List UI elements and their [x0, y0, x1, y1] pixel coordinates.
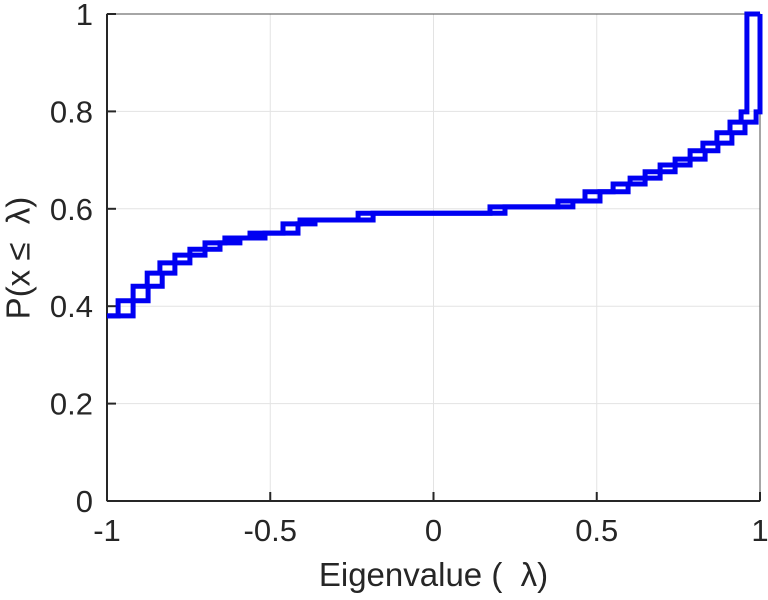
- y-axis-label: P(x ≤ λ): [0, 196, 37, 320]
- y-tick-label: 1: [76, 0, 93, 32]
- x-tick-label: 0.5: [575, 513, 618, 548]
- y-tick-label: 0.2: [50, 387, 93, 422]
- y-tick-label: 0.6: [50, 192, 93, 227]
- y-tick-label: 0: [76, 484, 93, 519]
- x-tick-label: 0: [425, 513, 442, 548]
- y-tick-label: 0.8: [50, 94, 93, 129]
- x-tick-label: 1: [751, 513, 768, 548]
- x-tick-label: -0.5: [244, 513, 297, 548]
- ecdf-curve: [107, 11, 760, 319]
- x-axis-label: Eigenvalue ( λ): [318, 556, 549, 593]
- x-tick-label: -1: [93, 513, 121, 548]
- y-tick-label: 0.4: [50, 289, 93, 324]
